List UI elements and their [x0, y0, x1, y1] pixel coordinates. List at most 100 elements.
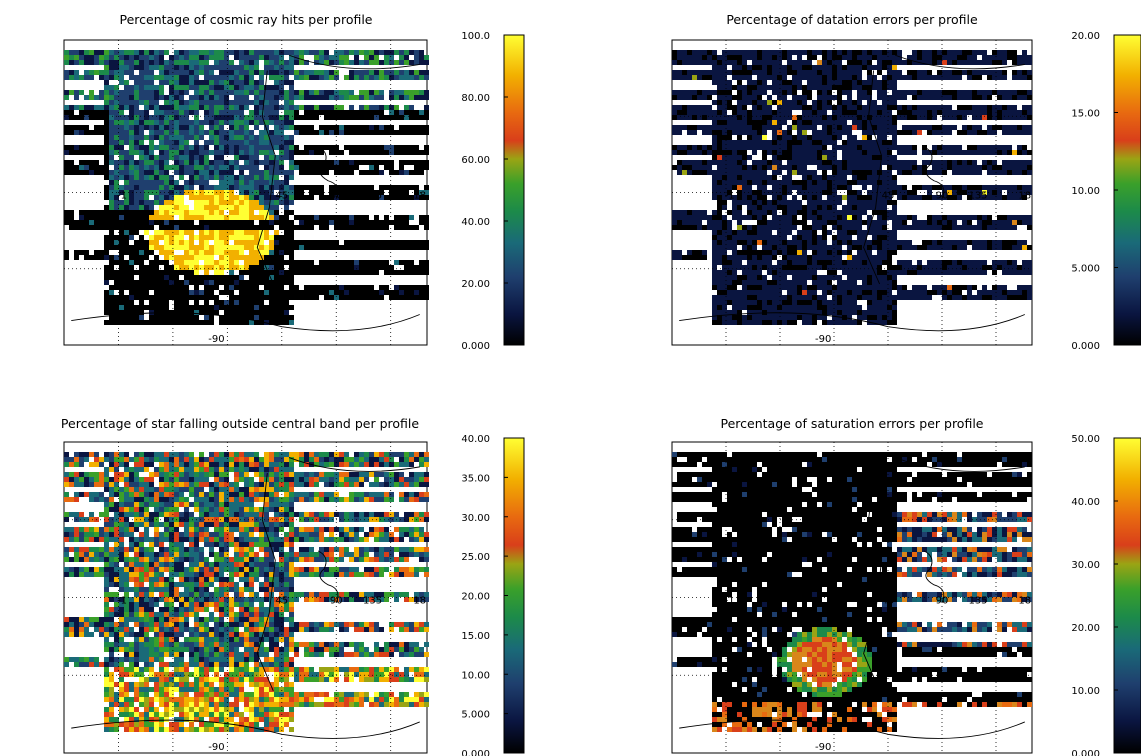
- data-cell: [852, 165, 857, 170]
- data-cell: [892, 125, 897, 130]
- data-cell: [817, 90, 822, 95]
- data-cell: [887, 65, 892, 70]
- data-cell: [289, 225, 294, 230]
- data-cell: [692, 90, 697, 95]
- data-cell: [1007, 170, 1012, 175]
- data-cell: [827, 135, 832, 140]
- data-cell: [892, 165, 897, 170]
- data-cell: [179, 115, 184, 120]
- data-cell: [987, 225, 992, 230]
- data-cell: [782, 150, 787, 155]
- data-cell: [274, 295, 279, 300]
- data-cell: [364, 110, 369, 115]
- data-cell: [982, 245, 987, 250]
- data-cell: [752, 70, 757, 75]
- data-cell: [967, 145, 972, 150]
- data-cell: [299, 60, 304, 65]
- data-cell: [424, 105, 429, 110]
- data-cell: [169, 175, 174, 180]
- data-cell: [1002, 70, 1007, 75]
- data-cell: [239, 240, 244, 245]
- data-cell: [742, 120, 747, 125]
- data-cell: [94, 255, 99, 260]
- data-cell: [114, 185, 119, 190]
- data-cell: [304, 285, 309, 290]
- data-cell: [957, 130, 962, 135]
- data-cell: [389, 150, 394, 155]
- data-cell: [832, 130, 837, 135]
- data-cell: [109, 135, 114, 140]
- data-cell: [772, 170, 777, 175]
- data-cell: [912, 90, 917, 95]
- data-cell: [857, 180, 862, 185]
- data-cell: [299, 190, 304, 195]
- data-cell: [84, 75, 89, 80]
- data-cell: [977, 90, 982, 95]
- data-cell: [687, 210, 692, 215]
- data-cell: [807, 85, 812, 90]
- data-cell: [199, 50, 204, 55]
- data-cell: [174, 155, 179, 160]
- data-cell: [927, 130, 932, 135]
- data-cell: [1007, 105, 1012, 110]
- data-cell: [284, 205, 289, 210]
- data-cell: [364, 160, 369, 165]
- data-cell: [224, 195, 229, 200]
- data-cell: [682, 170, 687, 175]
- data-cell: [812, 65, 817, 70]
- data-cell: [692, 50, 697, 55]
- data-cell: [274, 50, 279, 55]
- data-cell: [239, 105, 244, 110]
- data-cell: [404, 270, 409, 275]
- data-cell: [742, 95, 747, 100]
- data-cell: [299, 90, 304, 95]
- data-cell: [139, 125, 144, 130]
- data-cell: [129, 50, 134, 55]
- data-cell: [414, 90, 419, 95]
- data-cell: [149, 210, 154, 215]
- data-cell: [214, 95, 219, 100]
- data-cell: [837, 105, 842, 110]
- data-cell: [379, 60, 384, 65]
- data-cell: [722, 85, 727, 90]
- data-cell: [932, 110, 937, 115]
- data-cell: [69, 160, 74, 165]
- data-cell: [164, 165, 169, 170]
- data-cell: [149, 145, 154, 150]
- data-cell: [134, 195, 139, 200]
- data-cell: [922, 110, 927, 115]
- data-cell: [787, 210, 792, 215]
- data-cell: [842, 140, 847, 145]
- data-cell: [259, 260, 264, 265]
- data-cell: [139, 285, 144, 290]
- data-cell: [832, 60, 837, 65]
- data-cell: [777, 160, 782, 165]
- data-cell: [907, 70, 912, 75]
- data-cell: [772, 205, 777, 210]
- data-cell: [792, 90, 797, 95]
- data-cell: [977, 150, 982, 155]
- data-cell: [139, 170, 144, 175]
- data-cell: [1027, 75, 1032, 80]
- data-cell: [354, 240, 359, 245]
- data-cell: [254, 165, 259, 170]
- data-cell: [264, 175, 269, 180]
- data-cell: [219, 215, 224, 220]
- data-cell: [957, 195, 962, 200]
- data-cell: [174, 130, 179, 135]
- data-cell: [927, 70, 932, 75]
- data-cell: [144, 115, 149, 120]
- data-cell: [294, 125, 299, 130]
- data-cell: [184, 160, 189, 165]
- data-cell: [1002, 170, 1007, 175]
- data-cell: [144, 95, 149, 100]
- data-cell: [199, 225, 204, 230]
- data-cell: [364, 90, 369, 95]
- data-cell: [967, 75, 972, 80]
- data-cell: [174, 165, 179, 170]
- data-cell: [114, 295, 119, 300]
- data-cell: [289, 110, 294, 115]
- data-cell: [419, 150, 424, 155]
- data-cell: [149, 235, 154, 240]
- data-cell: [737, 100, 742, 105]
